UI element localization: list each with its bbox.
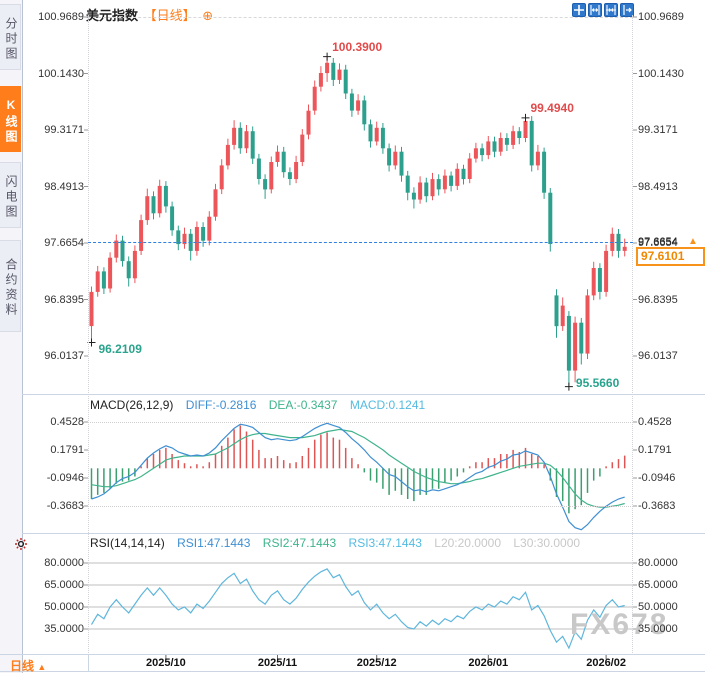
- sidebar-tab-kline-chart[interactable]: K线图: [0, 86, 21, 152]
- date-axis-label: 2025/11: [257, 657, 298, 669]
- macd-top-gridline: [88, 422, 633, 423]
- macd-rsi-separator: [22, 533, 705, 534]
- macd-axis-label: -0.0946: [46, 472, 84, 484]
- rsi2-value: RSI2:47.1443: [262, 536, 337, 550]
- macd-dea-value: DEA:-0.3437: [268, 398, 338, 412]
- macd-axis-label: 0.1791: [638, 444, 672, 456]
- price-axis-label: 100.9689: [38, 11, 84, 23]
- macd-axis-label: -0.3683: [46, 500, 84, 512]
- period-arrow-icon: ▲: [37, 662, 47, 672]
- pan-right-icon[interactable]: [620, 3, 634, 17]
- bottom-border: [0, 671, 705, 672]
- indicator-settings-icon[interactable]: [14, 537, 28, 551]
- macd-diff-value: DIFF:-0.2816: [185, 398, 257, 412]
- price-up-arrow-icon: ▲: [688, 236, 698, 247]
- macd-axis-label: 0.4528: [50, 416, 84, 428]
- swing-low-annotation: 95.5660: [575, 375, 620, 390]
- low-annotation: 96.2109: [98, 341, 142, 356]
- macd-axis-label: -0.0946: [638, 472, 676, 484]
- zoom-in-icon[interactable]: [604, 3, 618, 17]
- price-axis-label: 97.6654: [638, 237, 678, 249]
- period-selector[interactable]: 日线 ▲: [10, 657, 46, 673]
- rsi-axis-label: 80.0000: [44, 557, 84, 569]
- period-tag[interactable]: 【日线】: [143, 8, 196, 23]
- plot-right-edge: [632, 15, 633, 653]
- rsi-l20-value: L20:20.0000: [434, 536, 501, 550]
- price-axis-label: 98.4913: [44, 180, 84, 193]
- rsi1-value: RSI1:47.1443: [177, 536, 251, 550]
- rsi-axis-label: 65.0000: [638, 579, 678, 591]
- rsi-axis-label: 50.0000: [44, 601, 84, 613]
- chart-title: 美元指数 【日线】 ⊕: [86, 5, 213, 24]
- period-label: 日线: [10, 659, 35, 673]
- date-axis-label: 2025/12: [356, 657, 397, 669]
- xaxis-separator: [0, 654, 705, 655]
- symbol-name: 美元指数: [86, 8, 139, 23]
- price-axis-label: 100.1430: [638, 67, 684, 80]
- price-axis-label: 96.8395: [44, 293, 84, 306]
- macd-bottom-gridline: [88, 506, 633, 507]
- date-axis-label: 2025/10: [146, 657, 186, 669]
- date-axis-label: 2026/01: [468, 657, 509, 669]
- watermark: FX678: [570, 608, 669, 641]
- macd-macd-value: MACD:0.1241: [349, 398, 426, 412]
- macd-axis-label: 0.1791: [50, 444, 84, 456]
- bottom-left-divider: [88, 654, 89, 671]
- crosshair-icon[interactable]: [572, 3, 586, 17]
- rsi-axis-label: 35.0000: [44, 623, 84, 635]
- sidebar: 分时图 K线图 闪电图 合约资料: [0, 0, 23, 673]
- macd-header: MACD(26,12,9) DIFF:-0.2816 DEA:-0.3437 M…: [90, 398, 434, 412]
- rsi-l30-value: L30:30.0000: [513, 536, 581, 550]
- price-axis-label: 99.3171: [638, 124, 678, 136]
- rsi-axis-label: 80.0000: [638, 557, 678, 569]
- date-axis-label: 2026/02: [586, 657, 626, 669]
- macd-title: MACD(26,12,9): [90, 398, 174, 412]
- current-price-line: [88, 242, 633, 243]
- plot-left-edge: [88, 15, 89, 653]
- main-macd-separator: [22, 394, 705, 395]
- rsi-axis-label: 35.0000: [638, 623, 678, 635]
- price-axis-label: 98.4913: [638, 180, 678, 193]
- macd-axis-label: -0.3683: [638, 500, 676, 512]
- top-gridline: [88, 17, 633, 18]
- expand-icon[interactable]: ⊕: [202, 8, 214, 23]
- price-axis-label: 96.0137: [638, 350, 678, 362]
- price-axis-label: 96.8395: [638, 293, 678, 306]
- sidebar-tab-time-chart[interactable]: 分时图: [0, 4, 21, 70]
- zoom-out-icon[interactable]: [588, 3, 602, 17]
- price-axis-label: 100.1430: [38, 67, 84, 80]
- sidebar-tab-contract-info[interactable]: 合约资料: [0, 240, 21, 332]
- price-axis-label: 99.3171: [44, 124, 84, 136]
- quote-price-box: 97.6101: [636, 247, 705, 266]
- rsi-header: RSI(14,14,14) RSI1:47.1443 RSI2:47.1443 …: [90, 536, 589, 550]
- last-price-label: 97.6654: [638, 236, 678, 248]
- rsi-title: RSI(14,14,14): [90, 536, 165, 550]
- macd-axis-label: 0.4528: [638, 416, 672, 428]
- swing-high-annotation: 99.4940: [530, 100, 574, 115]
- price-axis-label: 96.0137: [44, 350, 84, 362]
- rsi3-value: RSI3:47.1443: [348, 536, 422, 550]
- rsi-axis-label: 50.0000: [638, 601, 678, 613]
- price-axis-label: 100.9689: [638, 11, 684, 23]
- price-axis-label: 97.6654: [44, 237, 84, 249]
- sidebar-tab-flash-chart[interactable]: 闪电图: [0, 162, 21, 228]
- high-annotation: 100.3900: [332, 39, 383, 54]
- rsi-axis-label: 65.0000: [44, 579, 84, 591]
